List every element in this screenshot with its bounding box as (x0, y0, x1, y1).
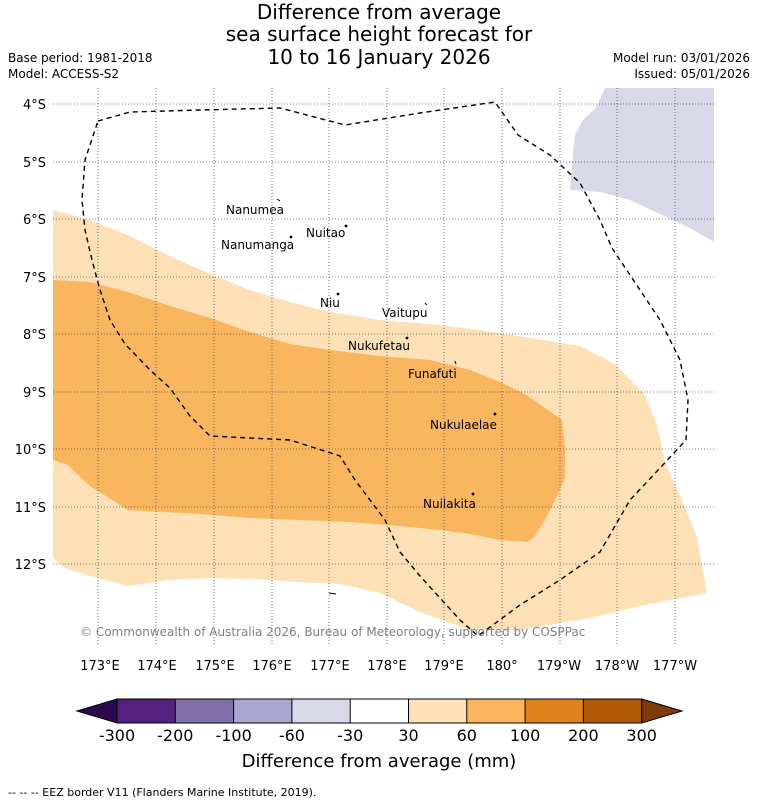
colorbar-swatch-neg-300-200 (117, 699, 176, 723)
title-line-1: Difference from average (256, 0, 502, 24)
island-label-nuilakita: Nuilakita (423, 497, 476, 511)
longitude-axis: 173°E 174°E 175°E 176°E 177°E 178°E 179°… (80, 659, 697, 674)
colorbar-swatch-neg-200-100 (175, 699, 234, 723)
colorbar-swatch-100-200 (525, 699, 584, 723)
model-run: Model run: 03/01/2026 (612, 51, 750, 65)
lon-label-177e: 177°E (310, 659, 350, 674)
lat-label-10s: 10°S (15, 443, 46, 458)
lat-label-4s: 4°S (23, 98, 46, 113)
colorbar-swatch-60-100 (466, 699, 526, 723)
colorbar-tick-60: 60 (457, 726, 477, 745)
island-label-nukulaelae: Nukulaelae (430, 418, 497, 432)
colorbar-title: Difference from average (mm) (242, 751, 517, 772)
lon-label-175e: 175°E (195, 659, 235, 674)
title-line-3: 10 to 16 January 2026 (267, 45, 491, 69)
meta-left: Base period: 1981-2018 Model: ACCESS-S2 (8, 50, 153, 82)
meta-right: Model run: 03/01/2026 Issued: 05/01/2026 (613, 50, 750, 82)
issued-date: Issued: 05/01/2026 (634, 67, 750, 81)
lon-label-177w: 177°W (653, 659, 697, 674)
model-name: Model: ACCESS-S2 (8, 67, 120, 81)
lon-label-173e: 173°E (80, 659, 120, 674)
colorbar-tick-neg-60: -60 (279, 726, 305, 745)
lon-label-178w: 178°W (595, 659, 639, 674)
colorbar: -300 -200 -100 -60 -30 30 60 100 200 300… (75, 698, 684, 772)
colorbar-swatch-200-300 (583, 699, 642, 723)
title-line-2: sea surface height forecast for (225, 22, 533, 46)
lon-label-179e: 179°E (424, 659, 464, 674)
island-label-vaitupu: Vaitupu (382, 306, 428, 320)
colorbar-swatch-neg-100-60 (233, 699, 292, 723)
colorbar-tick-neg-30: -30 (337, 726, 363, 745)
map-plot-area: Nanumea Nuitao Nanumanga Niu Vaitupu Nuk… (53, 88, 714, 646)
colorbar-extend-low (75, 698, 118, 724)
lat-label-8s: 8°S (23, 328, 46, 343)
island-markers (276, 198, 497, 595)
lon-label-179w: 179°W (537, 659, 581, 674)
island-label-nanumanga: Nanumanga (221, 238, 294, 252)
colorbar-swatch-neg-60-30 (291, 699, 351, 723)
island-label-nukufetau: Nukufetau (348, 339, 410, 353)
island-label-funafuti: Funafuti (408, 367, 457, 381)
anomaly-region-60-100 (53, 280, 565, 542)
colorbar-tick-300: 300 (626, 726, 657, 745)
gridlines (53, 88, 714, 646)
lon-label-176e: 176°E (252, 659, 292, 674)
colorbar-tick-30: 30 (398, 726, 418, 745)
lat-label-9s: 9°S (23, 386, 46, 401)
lon-label-174e: 174°E (137, 659, 177, 674)
island-label-niu: Niu (320, 296, 340, 310)
lat-label-12s: 12°S (15, 558, 46, 573)
lat-label-7s: 7°S (23, 271, 46, 286)
lat-label-6s: 6°S (23, 213, 46, 228)
lon-label-178e: 178°E (367, 659, 407, 674)
colorbar-tick-100: 100 (510, 726, 541, 745)
colorbar-tick-neg-200: -200 (157, 726, 193, 745)
colorbar-swatch-30-60 (408, 699, 467, 723)
eez-legend-footer: -- -- -- EEZ border V11 (Flanders Marine… (8, 786, 317, 799)
colorbar-tick-200: 200 (568, 726, 599, 745)
colorbar-tick-neg-100: -100 (215, 726, 251, 745)
lon-label-180: 180° (486, 659, 517, 674)
island-label-nuitao: Nuitao (306, 226, 345, 240)
lat-label-11s: 11°S (15, 501, 46, 516)
lat-label-5s: 5°S (23, 156, 46, 171)
island-label-nanumea: Nanumea (226, 203, 284, 217)
copyright-notice: © Commonwealth of Australia 2026, Bureau… (80, 625, 585, 639)
base-period: Base period: 1981-2018 (8, 51, 153, 65)
anomaly-region-neg-30-60 (570, 88, 714, 242)
colorbar-tick-neg-300: -300 (99, 726, 135, 745)
colorbar-extend-high (641, 698, 684, 724)
colorbar-swatch-neg-30-30 (350, 699, 409, 723)
eez-border (81, 101, 689, 637)
latitude-axis: 4°S 5°S 6°S 7°S 8°S 9°S 10°S 11°S 12°S (15, 98, 46, 573)
